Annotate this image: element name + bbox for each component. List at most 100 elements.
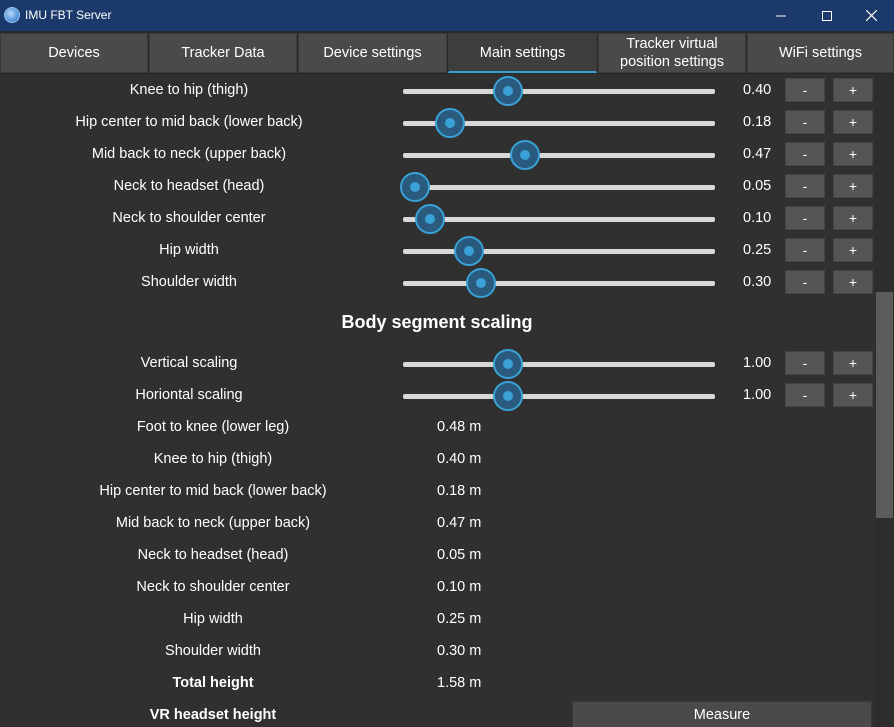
increment-button[interactable]: + bbox=[833, 383, 873, 407]
slider-value: 0.05 bbox=[743, 178, 772, 194]
slider-handle[interactable] bbox=[509, 140, 540, 170]
maximize-button[interactable] bbox=[804, 0, 850, 31]
measurement-label: Hip width bbox=[183, 611, 243, 627]
app-logo-icon bbox=[4, 7, 20, 23]
measurement-label: Hip center to mid back (lower back) bbox=[99, 483, 327, 499]
slider-handle[interactable] bbox=[492, 381, 523, 411]
measurement-label: Shoulder width bbox=[165, 643, 261, 659]
slider-value: 1.00 bbox=[743, 355, 772, 371]
increment-button[interactable]: + bbox=[833, 238, 873, 262]
slider-handle[interactable] bbox=[492, 76, 523, 106]
slider-track[interactable] bbox=[403, 268, 715, 298]
slider-label: Neck to shoulder center bbox=[112, 210, 266, 226]
slider-label: Knee to hip (thigh) bbox=[129, 82, 249, 98]
slider-handle[interactable] bbox=[492, 349, 523, 379]
measurement-value: 0.48 m bbox=[437, 419, 482, 435]
measurement-row-knee-to-hip-thigh: Knee to hip (thigh) 0.40 m bbox=[0, 443, 874, 475]
title-bar: IMU FBT Server bbox=[0, 0, 894, 31]
slider-handle[interactable] bbox=[453, 236, 484, 266]
scrollbar-thumb[interactable] bbox=[876, 292, 893, 518]
total-height-value: 1.58 m bbox=[437, 675, 482, 691]
increment-button[interactable]: + bbox=[833, 270, 873, 294]
measurement-row-hip-width: Hip width 0.25 m bbox=[0, 603, 874, 635]
slider-label: Hip width bbox=[159, 242, 219, 258]
increment-button[interactable]: + bbox=[833, 174, 873, 198]
total-height-label: Total height bbox=[172, 675, 254, 691]
total-height-row: Total height 1.58 m bbox=[0, 667, 874, 699]
increment-button[interactable]: + bbox=[833, 351, 873, 375]
measurement-row-shoulder-width: Shoulder width 0.30 m bbox=[0, 635, 874, 667]
measurement-label: Knee to hip (thigh) bbox=[153, 451, 273, 467]
measurement-value: 0.25 m bbox=[437, 611, 482, 627]
decrement-button[interactable]: - bbox=[785, 142, 825, 166]
tab-tracker-virtual-position-settings[interactable]: Tracker virtual position settings bbox=[598, 33, 746, 73]
slider-label: Mid back to neck (upper back) bbox=[91, 146, 287, 162]
tab-main-settings[interactable]: Main settings bbox=[448, 33, 597, 73]
decrement-button[interactable]: - bbox=[785, 110, 825, 134]
slider-row-shoulder-width: Shoulder width 0.30- + bbox=[0, 266, 874, 298]
slider-track[interactable] bbox=[403, 236, 715, 266]
tab-devices[interactable]: Devices bbox=[0, 33, 148, 73]
slider-track[interactable] bbox=[403, 108, 715, 138]
slider-handle[interactable] bbox=[400, 172, 431, 202]
slider-row-mid-back-to-neck-upper-back: Mid back to neck (upper back) 0.47- + bbox=[0, 138, 874, 170]
slider-track[interactable] bbox=[403, 204, 715, 234]
slider-value: 0.25 bbox=[743, 242, 772, 258]
measurement-row-neck-to-shoulder-center: Neck to shoulder center 0.10 m bbox=[0, 571, 874, 603]
slider-track[interactable] bbox=[403, 140, 715, 170]
increment-button[interactable]: + bbox=[833, 110, 873, 134]
minimize-icon bbox=[776, 15, 786, 16]
slider-value: 0.30 bbox=[743, 274, 772, 290]
decrement-button[interactable]: - bbox=[785, 383, 825, 407]
measurement-value: 0.10 m bbox=[437, 579, 482, 595]
slider-label: Vertical scaling bbox=[140, 355, 238, 371]
measurement-row-hip-center-to-mid-back-lower-back: Hip center to mid back (lower back) 0.18 … bbox=[0, 475, 874, 507]
decrement-button[interactable]: - bbox=[785, 206, 825, 230]
measurement-row-neck-to-headset-head: Neck to headset (head) 0.05 m bbox=[0, 539, 874, 571]
measure-button[interactable]: Measure bbox=[572, 701, 872, 727]
slider-track[interactable] bbox=[403, 381, 715, 411]
slider-handle[interactable] bbox=[466, 268, 496, 298]
slider-value: 1.00 bbox=[743, 387, 772, 403]
decrement-button[interactable]: - bbox=[785, 238, 825, 262]
slider-label: Neck to headset (head) bbox=[113, 178, 265, 194]
slider-handle[interactable] bbox=[434, 108, 465, 138]
section-title-body-segment-scaling: Body segment scaling bbox=[341, 312, 533, 332]
vertical-scrollbar[interactable] bbox=[875, 74, 894, 727]
slider-label: Shoulder width bbox=[141, 274, 237, 290]
tab-device-settings[interactable]: Device settings bbox=[298, 33, 447, 73]
close-button[interactable] bbox=[848, 0, 894, 31]
measurement-value: 0.40 m bbox=[437, 451, 482, 467]
slider-track[interactable] bbox=[403, 76, 715, 106]
vr-headset-height-row: VR headset height bbox=[0, 699, 874, 727]
vr-headset-height-label: VR headset height bbox=[149, 707, 277, 723]
slider-handle[interactable] bbox=[414, 204, 445, 234]
slider-value: 0.18 bbox=[743, 114, 772, 130]
slider-label: Horiontal scaling bbox=[135, 387, 243, 403]
slider-track[interactable] bbox=[400, 172, 715, 202]
slider-row-hip-width: Hip width 0.25- + bbox=[0, 234, 874, 266]
increment-button[interactable]: + bbox=[833, 142, 873, 166]
measurement-label: Foot to knee (lower leg) bbox=[136, 419, 290, 435]
measurement-label: Neck to shoulder center bbox=[136, 579, 290, 595]
measurement-value: 0.30 m bbox=[437, 643, 482, 659]
tab-bar: Devices Tracker Data Device settings Mai… bbox=[0, 31, 894, 74]
slider-value: 0.47 bbox=[743, 146, 772, 162]
increment-button[interactable]: + bbox=[833, 78, 873, 102]
slider-row-neck-to-shoulder-center: Neck to shoulder center 0.10- + bbox=[0, 202, 874, 234]
decrement-button[interactable]: - bbox=[785, 174, 825, 198]
increment-button[interactable]: + bbox=[833, 206, 873, 230]
slider-row-hip-center-to-mid-back-lower-back: Hip center to mid back (lower back) 0.18-… bbox=[0, 106, 874, 138]
measurement-value: 0.47 m bbox=[437, 515, 482, 531]
close-icon bbox=[865, 10, 877, 21]
decrement-button[interactable]: - bbox=[785, 78, 825, 102]
minimize-button[interactable] bbox=[758, 0, 804, 31]
tab-wifi-settings[interactable]: WiFi settings bbox=[747, 33, 894, 73]
tab-tracker-data[interactable]: Tracker Data bbox=[149, 33, 297, 73]
decrement-button[interactable]: - bbox=[785, 270, 825, 294]
slider-track[interactable] bbox=[403, 349, 715, 379]
decrement-button[interactable]: - bbox=[785, 351, 825, 375]
measurement-value: 0.05 m bbox=[437, 547, 482, 563]
window-title: IMU FBT Server bbox=[25, 8, 112, 22]
